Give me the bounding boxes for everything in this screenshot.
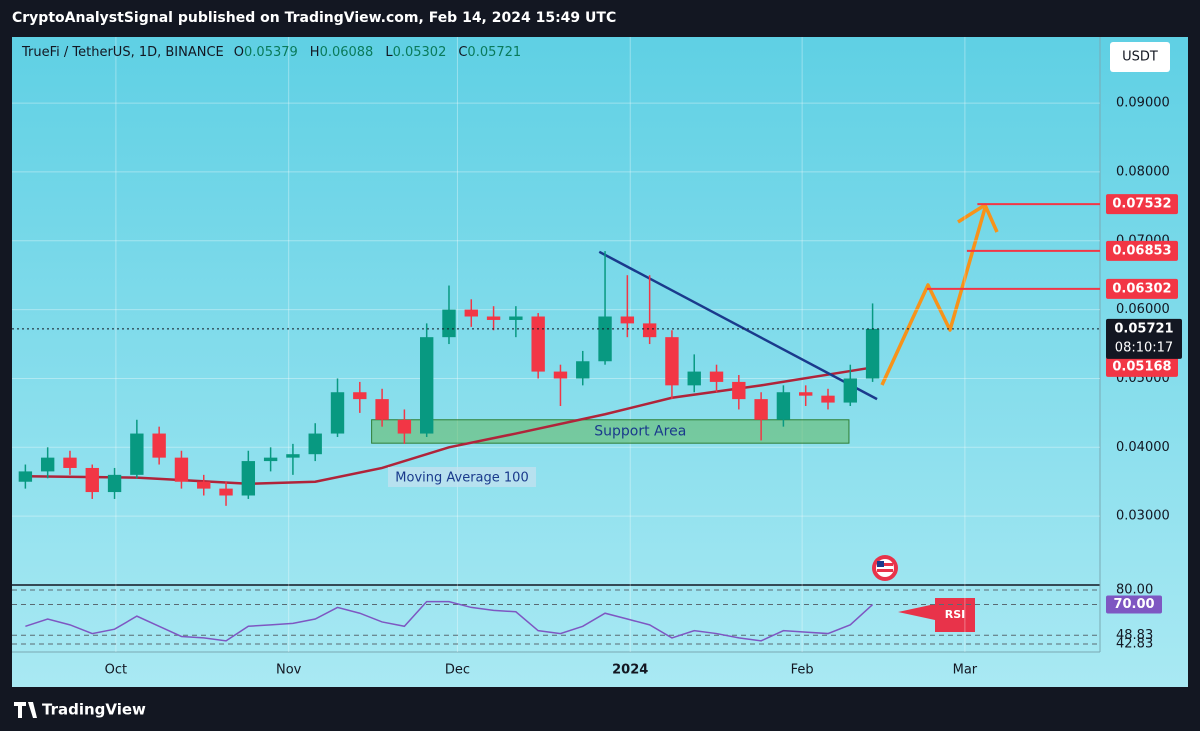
- candle-body: [397, 419, 412, 434]
- rsi-callout: [898, 598, 975, 632]
- candle-body: [709, 371, 724, 382]
- chart-background: [12, 37, 1188, 687]
- candle-body: [130, 433, 144, 475]
- price-label-box: [1106, 240, 1178, 261]
- header: CryptoAnalystSignal published on Trading…: [12, 10, 616, 26]
- rsi-callout-label: RSI: [945, 608, 966, 621]
- legend-key: L: [385, 45, 393, 60]
- candle-body: [531, 316, 545, 372]
- legend-value: 0.05379: [244, 45, 298, 60]
- candle-body: [576, 361, 590, 379]
- candle-body: [107, 474, 122, 493]
- legend-value: 0.05302: [393, 45, 447, 60]
- y-tick-label: 0.09000: [1116, 96, 1170, 111]
- x-tick-label: Nov: [276, 663, 302, 678]
- brand: TradingView: [42, 701, 146, 719]
- currency-box: [1110, 42, 1170, 72]
- x-tick-label: Feb: [791, 663, 814, 678]
- rsi-tick-label: 42.83: [1116, 636, 1153, 651]
- candle-body: [865, 328, 880, 379]
- candle-body: [553, 371, 568, 379]
- candle-body: [330, 392, 345, 434]
- ma-label: Moving Average 100: [395, 471, 528, 486]
- candle-body: [174, 457, 189, 482]
- x-tick-label: Mar: [953, 663, 978, 678]
- candle-body: [18, 471, 33, 482]
- price-label-box: [1106, 356, 1178, 377]
- candle-body: [241, 461, 256, 496]
- x-tick-label: 2024: [612, 663, 648, 678]
- rsi-line: [25, 600, 874, 642]
- candle-body: [197, 481, 211, 489]
- candle-body: [687, 371, 701, 386]
- candle-body: [732, 381, 746, 400]
- candle-body: [286, 454, 300, 458]
- legend-key: O: [234, 45, 244, 60]
- price-label: 0.05721: [1114, 321, 1173, 336]
- candle-body: [353, 392, 367, 400]
- legend-value: 0.05721: [467, 45, 521, 60]
- price-label-box: [1106, 194, 1178, 215]
- y-tick-label: 0.06000: [1116, 302, 1170, 317]
- candle-body: [219, 488, 233, 496]
- price-label: 0.07532: [1112, 197, 1171, 212]
- x-tick-label: Oct: [105, 663, 127, 678]
- price-label: 0.06853: [1112, 243, 1171, 258]
- rsi-tick-label: 70.00: [1113, 597, 1154, 612]
- candle-body: [776, 392, 791, 420]
- price-label: 0.05168: [1112, 359, 1171, 374]
- legend-value: 0.06088: [320, 45, 374, 60]
- rsi-tick-label: 48.83: [1116, 628, 1153, 643]
- candle-body: [308, 433, 322, 455]
- candle-body: [821, 395, 835, 403]
- y-tick-label: 0.08000: [1116, 164, 1170, 179]
- candle-body: [509, 316, 523, 320]
- candle-body: [642, 323, 657, 338]
- candle-body: [152, 433, 166, 458]
- candle-body: [375, 399, 389, 420]
- price-label-box: [1106, 278, 1178, 299]
- candle-body: [263, 457, 278, 462]
- x-tick-label: Dec: [445, 663, 470, 678]
- candle-body: [85, 467, 99, 493]
- candle-body: [442, 309, 456, 338]
- candle-body: [754, 399, 768, 420]
- y-tick-label: 0.04000: [1116, 440, 1170, 455]
- candle-body: [63, 457, 77, 468]
- support-area: [371, 419, 850, 444]
- flag-icon: [872, 555, 898, 581]
- trendline: [598, 250, 878, 401]
- rsi-value-box: [1106, 595, 1162, 614]
- rsi-tick-label: 80.00: [1116, 582, 1153, 597]
- candle-body: [486, 316, 501, 320]
- candle-body: [799, 392, 813, 396]
- ma-label-box: [388, 467, 536, 487]
- price-label: 0.06302: [1112, 281, 1171, 296]
- candle-body: [598, 316, 612, 362]
- candle-body: [464, 309, 478, 317]
- y-tick-label: 0.03000: [1116, 509, 1170, 524]
- candle-body: [40, 457, 55, 472]
- moving-average: [25, 366, 873, 486]
- legend-key: C: [458, 45, 467, 60]
- legend: TrueFi / TetherUS, 1D, BINANCE O0.05379 H0…: [21, 45, 521, 60]
- legend-symbol: TrueFi / TetherUS, 1D, BINANCE: [21, 45, 224, 60]
- support-label: Support Area: [594, 423, 686, 439]
- candle-body: [665, 337, 679, 386]
- candle-body: [420, 337, 434, 434]
- legend-key: H: [310, 45, 320, 60]
- projection-arrow: [880, 207, 987, 386]
- brand-logo: [14, 702, 37, 718]
- candle-body: [620, 316, 635, 324]
- countdown: 08:10:17: [1115, 340, 1173, 355]
- price-label-box: [1106, 318, 1182, 359]
- candle-body: [843, 378, 857, 403]
- currency: USDT: [1122, 50, 1158, 65]
